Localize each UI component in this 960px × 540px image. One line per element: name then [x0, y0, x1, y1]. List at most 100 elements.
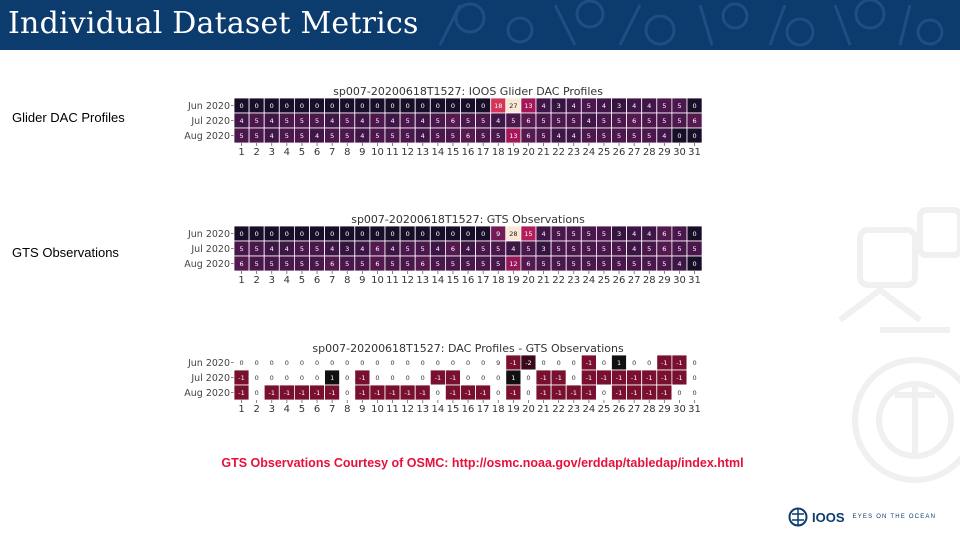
cell-value: 0 [692, 389, 696, 397]
cell-value: 6 [526, 117, 530, 125]
cell-value: 3 [617, 102, 621, 110]
column-label: 12 [401, 404, 414, 415]
cell-value: 6 [451, 245, 455, 253]
column-label: 8 [344, 404, 350, 415]
cell-value: 0 [360, 230, 364, 238]
cell-value: 5 [557, 117, 561, 125]
cell-value: 0 [421, 102, 425, 110]
cell-value: 0 [692, 260, 696, 268]
column-label: 21 [537, 404, 550, 415]
column-label: 12 [401, 275, 414, 286]
cell-value: 4 [315, 132, 319, 140]
cell-value: 5 [647, 260, 651, 268]
brand-name: IOOS [812, 509, 845, 525]
column-label: 17 [477, 275, 490, 286]
column-label: 31 [688, 147, 701, 158]
column-label: 14 [431, 275, 444, 286]
cell-value: 5 [602, 245, 606, 253]
cell-value: 4 [677, 260, 681, 268]
cell-value: 0 [436, 102, 440, 110]
cell-value: 4 [557, 132, 561, 140]
cell-value: 5 [602, 230, 606, 238]
cell-value: -1 [420, 389, 426, 397]
cell-value: 12 [509, 260, 517, 268]
cell-value: 4 [647, 102, 651, 110]
cell-value: 6 [526, 132, 530, 140]
cell-value: 0 [406, 102, 410, 110]
column-label: 8 [344, 147, 350, 158]
cell-value: 0 [632, 359, 636, 367]
cell-value: 4 [511, 245, 515, 253]
cell-value: 0 [647, 359, 651, 367]
cell-value: 13 [524, 102, 532, 110]
cell-value: 1 [330, 374, 334, 382]
cell-value: -1 [601, 374, 607, 382]
column-label: 23 [567, 275, 580, 286]
cell-value: 5 [360, 260, 364, 268]
column-label: 23 [567, 404, 580, 415]
cell-value: 5 [526, 245, 530, 253]
cell-value: 0 [390, 230, 394, 238]
cell-value: -1 [269, 389, 275, 397]
cell-value: 0 [436, 230, 440, 238]
cell-value: 5 [572, 230, 576, 238]
column-label: 17 [477, 147, 490, 158]
cell-value: 6 [375, 260, 379, 268]
column-label: 3 [269, 147, 275, 158]
cell-value: 5 [662, 260, 666, 268]
cell-value: 5 [662, 102, 666, 110]
cell-value: -1 [661, 359, 667, 367]
cell-value: 4 [436, 245, 440, 253]
cell-value: -1 [631, 389, 637, 397]
cell-value: 4 [466, 245, 470, 253]
cell-value: 0 [466, 359, 470, 367]
cell-value: -1 [661, 374, 667, 382]
cell-value: -1 [631, 374, 637, 382]
column-label: 17 [477, 404, 490, 415]
cell-value: 0 [285, 359, 289, 367]
cell-value: 0 [315, 374, 319, 382]
cell-value: 0 [270, 359, 274, 367]
column-label: 27 [628, 275, 641, 286]
cell-value: 4 [602, 102, 606, 110]
cell-value: 15 [524, 230, 532, 238]
column-label: 18 [492, 404, 505, 415]
column-label: 1 [238, 404, 244, 415]
cell-value: -1 [450, 389, 456, 397]
cell-value: -1 [238, 389, 244, 397]
cell-value: 4 [360, 117, 364, 125]
cell-value: 4 [270, 132, 274, 140]
cell-value: 0 [436, 359, 440, 367]
cell-value: 5 [557, 245, 561, 253]
cell-value: -1 [616, 374, 622, 382]
cell-value: 1 [511, 374, 515, 382]
cell-value: 0 [481, 359, 485, 367]
column-label: 3 [269, 275, 275, 286]
row-label: Jul 2020 [190, 244, 230, 255]
cell-value: 5 [602, 260, 606, 268]
column-label: 12 [401, 147, 414, 158]
cell-value: 5 [315, 245, 319, 253]
cell-value: 0 [557, 359, 561, 367]
cell-value: 5 [406, 260, 410, 268]
column-label: 11 [386, 404, 399, 415]
cell-value: -1 [389, 389, 395, 397]
column-label: 19 [507, 404, 520, 415]
cell-value: 5 [541, 260, 545, 268]
column-label: 7 [329, 275, 335, 286]
cell-value: -1 [450, 374, 456, 382]
cell-value: 5 [572, 245, 576, 253]
cell-value: 0 [526, 374, 530, 382]
cell-value: 1 [617, 359, 621, 367]
row-label: Jun 2020 [187, 101, 230, 112]
cell-value: 4 [632, 102, 636, 110]
cell-value: 5 [617, 132, 621, 140]
cell-value: 4 [496, 117, 500, 125]
cell-value: 6 [662, 230, 666, 238]
cell-value: 5 [557, 230, 561, 238]
column-label: 18 [492, 147, 505, 158]
cell-value: 4 [541, 102, 545, 110]
column-label: 30 [673, 404, 686, 415]
cell-value: 0 [406, 359, 410, 367]
cell-value: 0 [496, 389, 500, 397]
